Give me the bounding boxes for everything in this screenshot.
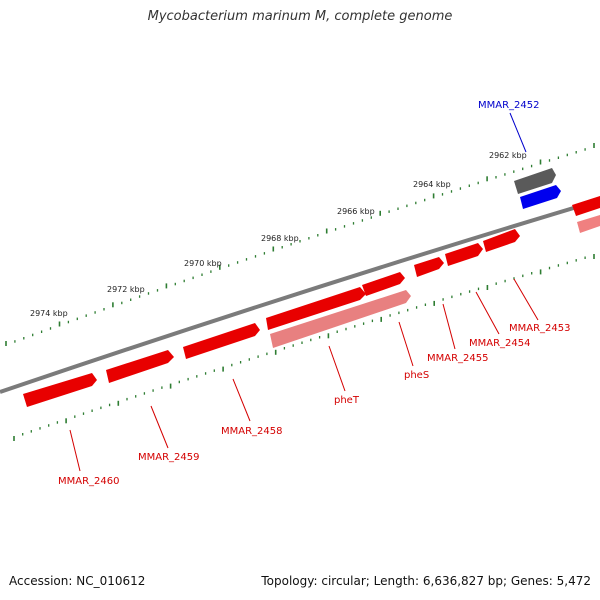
leader-mmar-2460 [69,429,81,472]
gene-arrow-right-edge[interactable] [572,196,600,216]
gene-mmar-2453-arrow[interactable] [483,229,520,252]
outer-tick-ring [5,143,595,346]
label-leaders [69,112,539,472]
leader-mmar-2458 [232,378,251,422]
map-title: Mycobacterium marinum M, complete genome [147,9,453,24]
gene-mmar-2452-arrow[interactable] [520,185,561,209]
accession-text: Accession: NC_010612 [9,574,146,588]
scale-label-2964: 2964 kbp [413,180,451,189]
inner-tick-ring [13,254,595,441]
label-mmar-2458[interactable]: MMAR_2458 [221,426,283,437]
gene-phet-arrow[interactable] [266,287,366,330]
gene-arrows [23,196,600,407]
scale-label-2974: 2974 kbp [30,309,68,318]
leader-mmar-2452 [509,112,527,153]
scale-label-2972: 2972 kbp [107,285,145,294]
label-phet[interactable]: pheT [334,395,360,406]
gene-mmar-2458-arrow[interactable] [183,323,260,359]
scale-label-2966: 2966 kbp [337,207,375,216]
label-phes[interactable]: pheS [404,370,429,381]
gray-feature-arrow[interactable] [514,168,556,194]
label-mmar-2460[interactable]: MMAR_2460 [58,476,120,487]
leader-mmar-2459 [150,405,169,449]
genome-backbone [0,198,600,394]
scale-label-2968: 2968 kbp [261,234,299,243]
leader-phet [328,345,346,392]
gene-mmar-2455-arrow[interactable] [414,257,444,277]
gene-mmar-2459-arrow[interactable] [106,350,174,383]
leader-mmar-2454 [475,291,500,335]
gene-mmar-2454-arrow[interactable] [445,243,483,266]
gene-phes-pale-arrow[interactable] [270,290,411,348]
label-mmar-2455[interactable]: MMAR_2455 [427,353,489,364]
scale-labels: 2962 kbp 2964 kbp 2966 kbp 2968 kbp 2970… [30,151,527,318]
scale-label-2970: 2970 kbp [184,259,222,268]
leader-phes [398,321,414,367]
leader-mmar-2455 [442,303,456,350]
label-mmar-2454[interactable]: MMAR_2454 [469,338,531,349]
label-mmar-2452[interactable]: MMAR_2452 [478,100,540,111]
genome-summary-text: Topology: circular; Length: 6,636,827 bp… [261,574,591,588]
label-mmar-2453[interactable]: MMAR_2453 [509,323,571,334]
gene-arrow-right-edge-pale[interactable] [577,215,600,233]
label-mmar-2459[interactable]: MMAR_2459 [138,452,200,463]
gene-phes-arrow[interactable] [362,272,405,296]
gene-labels: MMAR_2452 MMAR_2453 MMAR_2454 MMAR_2455 … [58,100,571,487]
scale-label-2962: 2962 kbp [489,151,527,160]
leader-mmar-2453 [513,278,539,321]
gene-mmar-2460-arrow[interactable] [23,373,97,407]
